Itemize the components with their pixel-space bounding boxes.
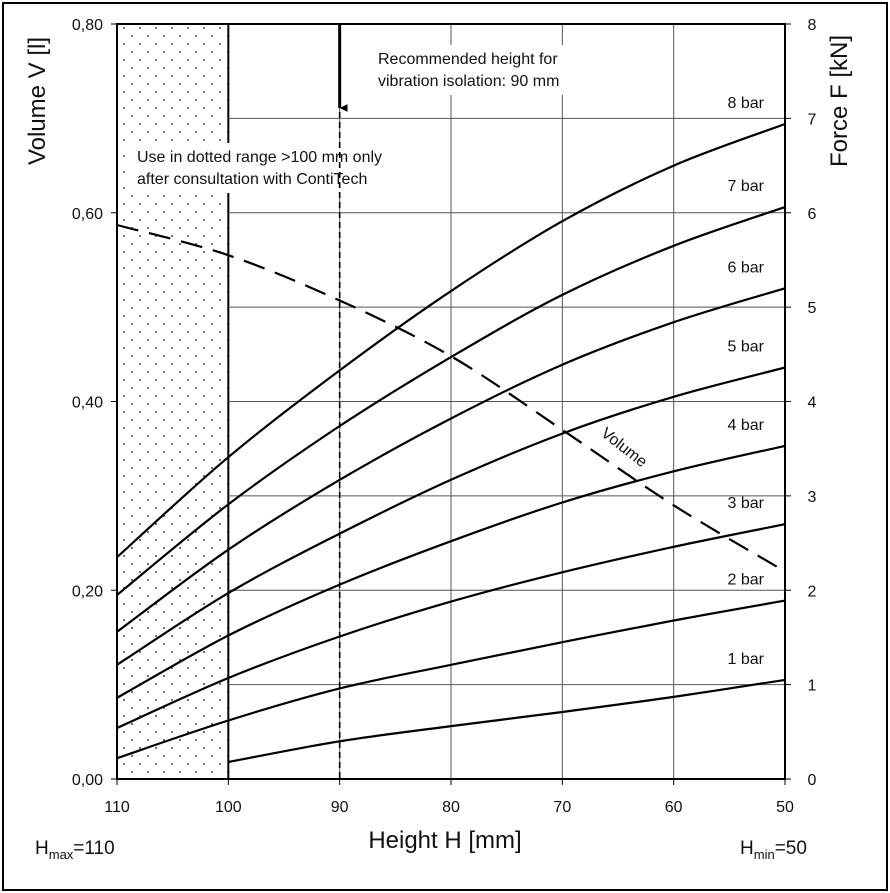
right-tick-label: 1: [808, 678, 817, 695]
left-axis-title: Volume V [l]: [24, 37, 51, 165]
dotted-note-line2: after consultation with ContiTech: [137, 171, 367, 188]
x-tick-labels: 110 100 90 80 70 60 50: [104, 779, 794, 816]
right-tick-label: 4: [808, 395, 817, 412]
recommended-note-line1: Recommended height for: [378, 51, 558, 68]
right-tick-label: 3: [808, 489, 817, 506]
force-series-group: [116, 122, 786, 764]
right-tick-label: 6: [808, 206, 817, 223]
force-series-label: 7 bar: [728, 178, 765, 195]
right-tick-label: 0: [808, 772, 817, 789]
hmax-label: Hmax=110: [35, 838, 115, 862]
force-series-line: [116, 523, 786, 730]
right-tick-label: 7: [808, 111, 817, 128]
force-series-line: [116, 122, 786, 559]
left-tick-label: 0,40: [72, 395, 103, 412]
left-tick-label: 0,60: [72, 206, 103, 223]
hmin-sub: min: [754, 847, 775, 862]
left-tick-label: 0,00: [72, 772, 103, 789]
hmax-prefix: H: [35, 838, 49, 859]
x-tick-label: 70: [553, 799, 571, 816]
right-tick-label: 5: [808, 300, 817, 317]
x-tick-label: 50: [776, 799, 794, 816]
right-tick-label: 2: [808, 583, 817, 600]
right-tick-labels: 0 1 2 3 4 5 6 7 8: [785, 17, 817, 789]
left-tick-label: 0,80: [72, 17, 103, 34]
hmin-label: Hmin=50: [740, 838, 807, 862]
force-series-label: 5 bar: [728, 339, 765, 356]
dotted-note-background: [130, 143, 450, 193]
x-tick-label: 90: [331, 799, 349, 816]
force-series-label: 1 bar: [728, 651, 765, 668]
volume-series-line: [116, 223, 786, 573]
force-series-line: [116, 366, 786, 666]
force-series-label: 2 bar: [728, 572, 765, 589]
left-tick-labels: 0,00 0,20 0,40 0,60 0,80: [72, 17, 117, 789]
force-series-label: 4 bar: [728, 417, 765, 434]
hmax-sub: max: [49, 847, 74, 862]
force-series-line: [228, 678, 786, 764]
hmin-value: =50: [775, 838, 807, 859]
force-series-label: 8 bar: [728, 95, 765, 112]
dotted-note-line1: Use in dotted range >100 mm only: [137, 149, 382, 166]
force-series-label: 6 bar: [728, 259, 765, 276]
force-series-label: 3 bar: [728, 495, 765, 512]
x-axis-title: Height H [mm]: [368, 827, 521, 854]
force-series-line: [116, 287, 786, 633]
right-axis-title: Force F [kN]: [826, 35, 853, 167]
right-tick-label: 8: [808, 17, 817, 34]
x-tick-label: 60: [665, 799, 683, 816]
force-series-line: [116, 206, 786, 596]
x-tick-label: 80: [442, 799, 460, 816]
force-series-line: [116, 444, 786, 699]
left-tick-label: 0,20: [72, 583, 103, 600]
x-tick-label: 110: [104, 799, 130, 816]
x-tick-label: 100: [215, 799, 242, 816]
recommended-note-background: [372, 45, 602, 95]
hmax-value: =110: [73, 838, 114, 859]
recommended-note-line2: vibration isolation: 90 mm: [378, 73, 559, 90]
hmin-prefix: H: [740, 838, 754, 859]
series-labels: 1 bar 2 bar 3 bar 4 bar 5 bar 6 bar 7 bar 8 bar: [728, 95, 765, 668]
force-series-line: [116, 599, 786, 760]
